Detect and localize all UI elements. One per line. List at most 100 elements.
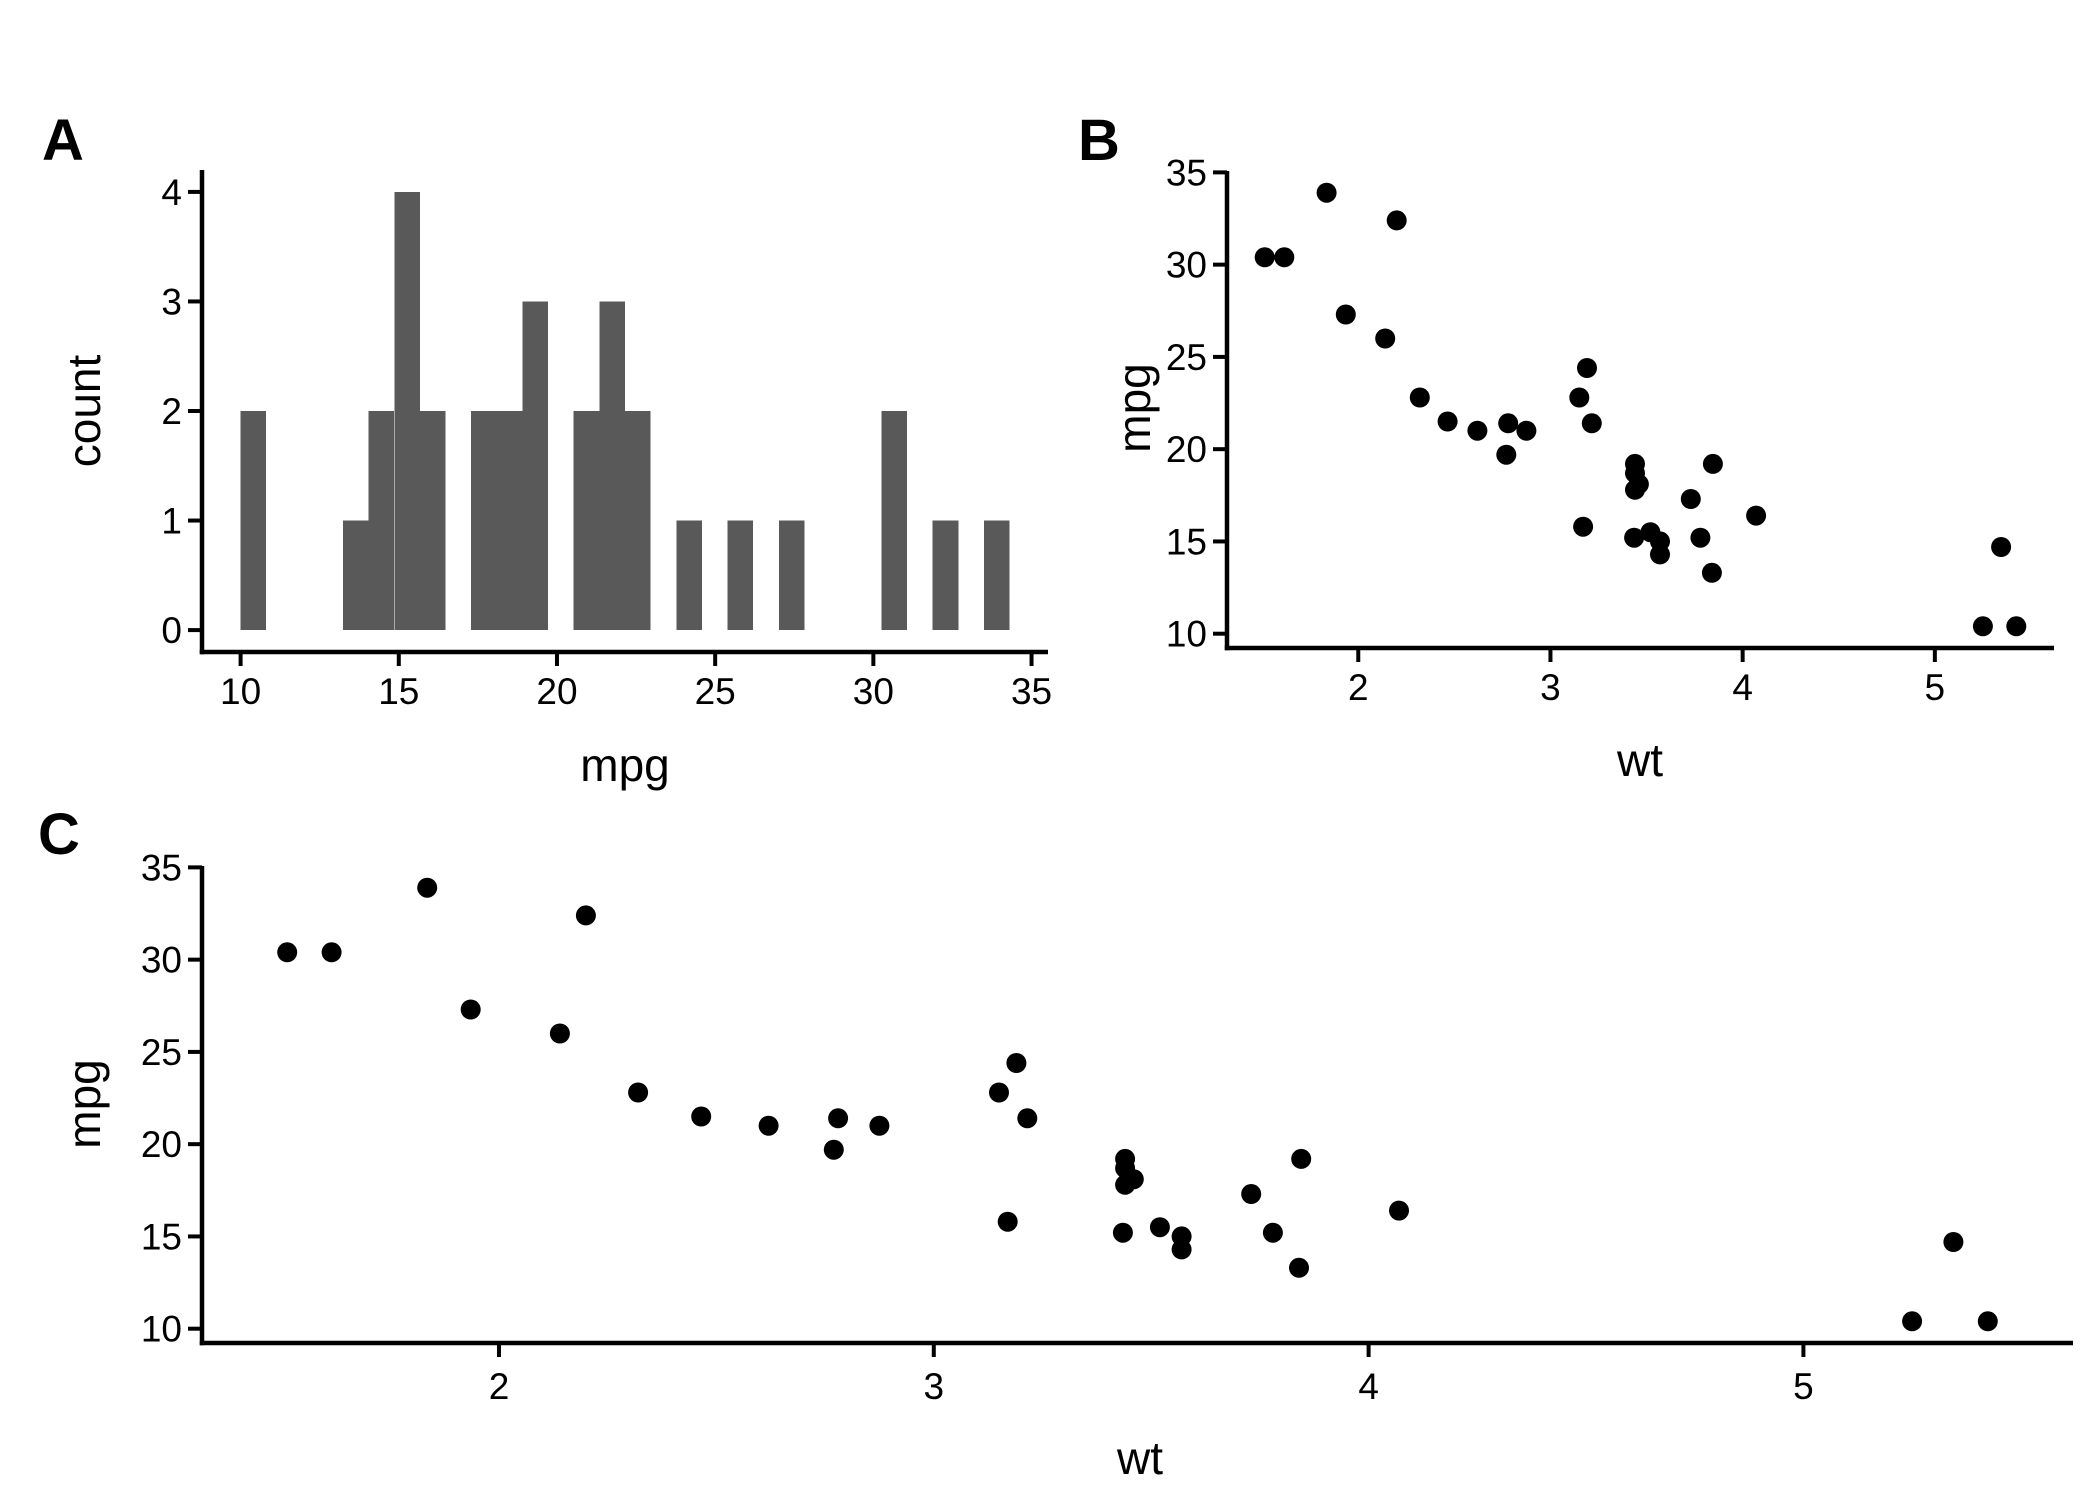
- x-tick-label: 25: [695, 671, 736, 712]
- scatter-point: [575, 905, 596, 926]
- histogram-bar: [368, 411, 395, 631]
- scatter-point: [823, 1139, 844, 1160]
- scatter-point: [1409, 387, 1430, 408]
- histogram-bar: [676, 520, 702, 630]
- scatter-point: [1274, 247, 1295, 268]
- panel-b-y-axis-title: mpg: [1108, 363, 1160, 453]
- scatter-point: [1017, 1108, 1038, 1129]
- scatter-point: [1943, 1232, 1964, 1252]
- scatter-point: [1335, 304, 1356, 325]
- histogram-bar: [496, 411, 523, 631]
- x-tick-label: 3: [1540, 667, 1561, 708]
- scatter-point: [1902, 1311, 1923, 1332]
- panel-c: 2 3 4 5 10 15 20 25 30 35: [141, 847, 2073, 1407]
- scatter-point: [417, 877, 438, 898]
- scatter-point: [997, 1211, 1018, 1232]
- scatter-point: [869, 1115, 890, 1136]
- y-tick-label: 15: [1166, 521, 1207, 562]
- scatter-point: [1241, 1184, 1262, 1204]
- scatter-point: [321, 942, 342, 963]
- scatter-point: [1690, 527, 1711, 548]
- scatter-point: [691, 1106, 712, 1127]
- scatter-point: [1149, 1217, 1170, 1238]
- panel-c-y-axis-title: mpg: [58, 1059, 110, 1149]
- scatter-point: [1171, 1226, 1192, 1247]
- y-tick-label: 4: [161, 172, 182, 213]
- panel-b-x-axis-title: wt: [1617, 734, 1663, 786]
- y-tick-label: 25: [141, 1032, 182, 1073]
- panel-b-label: B: [1078, 108, 1120, 173]
- histogram-bar: [881, 411, 907, 631]
- x-tick-label: 5: [1793, 1366, 1814, 1407]
- scatter-point: [1498, 413, 1519, 434]
- y-tick-label: 20: [141, 1124, 182, 1165]
- scatter-point: [1389, 1200, 1409, 1221]
- scatter-point: [1115, 1148, 1136, 1169]
- scatter-point: [460, 999, 481, 1020]
- scatter-point: [1573, 516, 1594, 537]
- scatter-point: [1977, 1311, 1998, 1332]
- y-tick-label: 20: [1166, 429, 1207, 470]
- scatter-point: [1625, 453, 1645, 474]
- x-tick-label: 10: [220, 671, 261, 712]
- scatter-point: [277, 942, 298, 963]
- histogram-bar: [471, 411, 497, 631]
- scatter-point: [1624, 527, 1645, 548]
- x-tick-label: 15: [378, 671, 419, 712]
- histogram-bar: [394, 191, 420, 631]
- scatter-point: [1680, 489, 1701, 509]
- x-tick-label: 3: [924, 1366, 945, 1407]
- panel-b: 2 3 4 5 10 15 20 25 30 35: [1166, 152, 2054, 708]
- scatter-point: [1115, 1174, 1136, 1195]
- histogram-bar: [573, 411, 600, 631]
- scatter-point: [1581, 413, 1602, 434]
- scatter-point: [1437, 411, 1458, 432]
- scatter-point: [1516, 420, 1537, 441]
- panel-c-x-axis-title: wt: [1117, 1432, 1163, 1484]
- x-tick-label: 2: [489, 1366, 510, 1407]
- scatter-point: [1577, 358, 1597, 378]
- scatter-point: [1972, 616, 1993, 637]
- y-tick-label: 10: [141, 1309, 182, 1350]
- scatter-point: [828, 1108, 849, 1129]
- scatter-point: [1569, 387, 1590, 408]
- scatter-point: [1262, 1222, 1283, 1243]
- x-tick-label: 20: [536, 671, 577, 712]
- scatter-point: [1991, 537, 2012, 557]
- panel-a-label: A: [42, 108, 84, 173]
- x-tick-label: 4: [1358, 1366, 1379, 1407]
- histogram-bar: [599, 301, 625, 631]
- y-tick-label: 15: [141, 1216, 182, 1257]
- panel-a-y-axis-title: count: [58, 354, 110, 468]
- y-tick-label: 0: [161, 610, 182, 651]
- x-tick-label: 4: [1732, 667, 1753, 708]
- panel-c-label: C: [38, 802, 80, 867]
- scatter-point: [1702, 453, 1723, 474]
- histogram-bar: [419, 411, 446, 631]
- histogram-bar: [625, 411, 651, 631]
- x-tick-label: 30: [853, 671, 894, 712]
- x-tick-label: 35: [1011, 671, 1052, 712]
- scatter-point: [628, 1082, 649, 1103]
- panel-a: 10 15 20 25 30 35 0 1 2 3 4: [161, 170, 1052, 712]
- scatter-point: [989, 1082, 1009, 1103]
- scatter-point: [1254, 247, 1275, 268]
- x-tick-label: 5: [1925, 667, 1946, 708]
- scatter-point: [1496, 444, 1517, 465]
- scatter-point: [549, 1023, 570, 1044]
- histogram-bar: [932, 520, 959, 630]
- histogram-bar: [983, 520, 1010, 630]
- y-tick-label: 35: [1166, 152, 1207, 193]
- y-tick-label: 30: [1166, 245, 1207, 286]
- scatter-point: [1316, 182, 1337, 203]
- scatter-point: [1746, 505, 1767, 526]
- scatter-point: [758, 1115, 779, 1136]
- scatter-point: [1625, 479, 1645, 500]
- histogram-bar: [778, 520, 805, 630]
- scatter-point: [1650, 531, 1670, 552]
- y-tick-label: 30: [141, 940, 182, 981]
- y-tick-label: 3: [161, 281, 182, 322]
- y-tick-label: 10: [1166, 614, 1207, 655]
- scatter-point: [1289, 1257, 1309, 1278]
